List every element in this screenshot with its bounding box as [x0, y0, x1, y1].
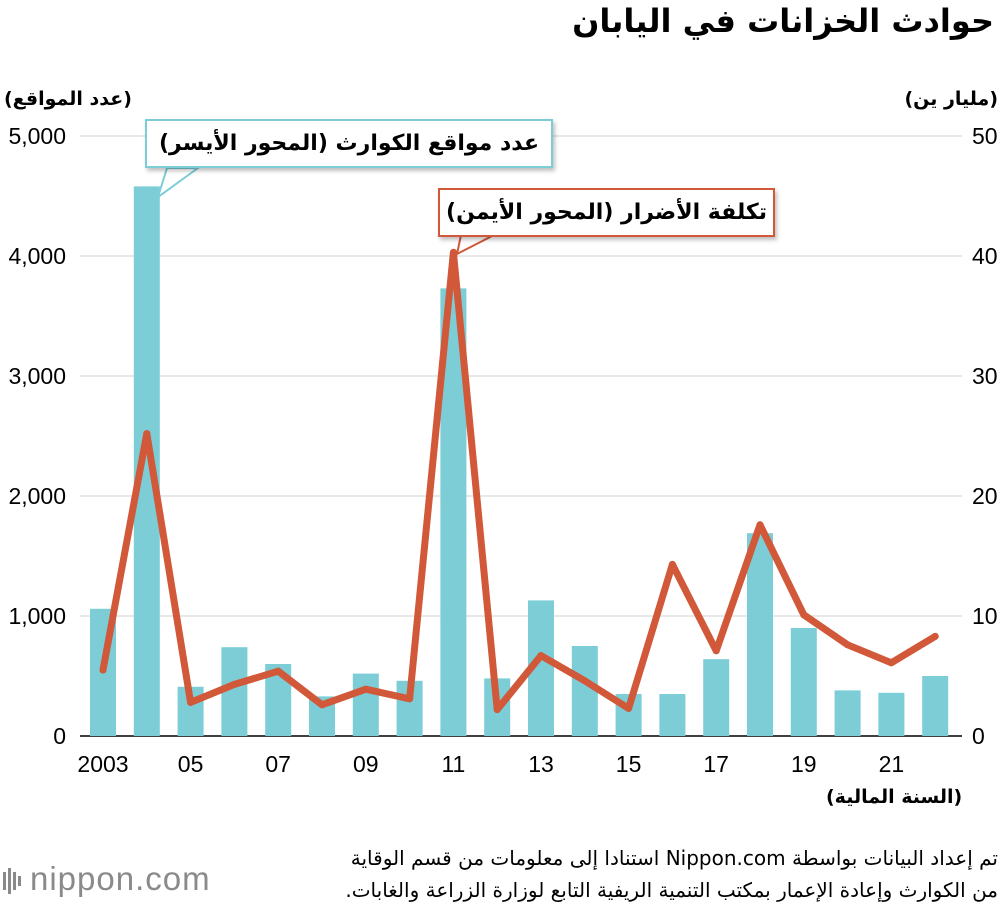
line-point: [362, 685, 370, 693]
right-axis-tick-label: 30: [972, 363, 998, 389]
line-point: [143, 430, 151, 438]
logo-mark-icon: [3, 868, 21, 895]
right-axis-unit: (مليار ين): [904, 88, 998, 110]
line-point: [931, 632, 939, 640]
right-axis-tick-label: 50: [972, 123, 998, 149]
line-series-callout: تكلفة الأضرار (المحور الأيمن): [438, 188, 775, 237]
x-axis-tick-label: 05: [178, 751, 204, 777]
source-note-line-2: من الكوارث وإعادة الإعمار بمكتب التنمية …: [345, 878, 998, 902]
line-point: [756, 521, 764, 529]
x-axis-tick-label: 07: [265, 751, 291, 777]
bar: [659, 694, 686, 736]
bar: [133, 186, 160, 736]
x-axis-tick-label: 21: [879, 751, 905, 777]
line-point: [318, 701, 326, 709]
x-axis-tick-label: 2003: [77, 751, 128, 777]
line-point: [800, 611, 808, 619]
left-axis-tick-label: 2,000: [8, 483, 66, 509]
x-axis-tick-label: 19: [791, 751, 817, 777]
line-point: [406, 695, 414, 703]
bars-callout-pointer: [156, 167, 202, 200]
nippon-logo: nippon.com: [2, 860, 211, 898]
right-axis-tick-label: 10: [972, 603, 998, 629]
source-note: تم إعداد البيانات بواسطة Nippon.com استن…: [232, 842, 998, 906]
line-point: [274, 667, 282, 675]
line-point: [625, 704, 633, 712]
logo-text: nippon.com: [30, 860, 211, 897]
bar: [834, 690, 861, 736]
right-axis-tick-label: 40: [972, 243, 998, 269]
left-axis-tick-label: 1,000: [8, 603, 66, 629]
line-point: [712, 647, 720, 655]
source-note-line-1: تم إعداد البيانات بواسطة Nippon.com استن…: [350, 846, 998, 870]
line-point: [537, 652, 545, 660]
left-axis-unit: (عدد المواقع): [4, 88, 132, 110]
bar: [922, 676, 949, 736]
line-point: [449, 248, 457, 256]
damage-cost-line: [99, 248, 939, 714]
left-axis-tick-label: 0: [53, 723, 66, 749]
x-axis-tick-label: 17: [703, 751, 729, 777]
line-callout-pointer: [455, 234, 495, 256]
bar: [352, 673, 379, 736]
line-point: [844, 641, 852, 649]
bars-series-callout: عدد مواقع الكوارث (المحور الأيسر): [145, 119, 553, 168]
left-axis-tick-label: 5,000: [8, 123, 66, 149]
line-point: [668, 560, 676, 568]
x-axis-tick-label: 15: [616, 751, 642, 777]
x-axis-tick-label: 09: [353, 751, 379, 777]
x-axis-tick-label: 11: [441, 751, 465, 777]
left-axis-tick-label: 3,000: [8, 363, 66, 389]
chart-plot: 0 1,000 2,000 3,000 4,000 5,000 0 10 20 30 40 50 200…: [8, 123, 998, 777]
bar: [747, 533, 773, 736]
line-point: [230, 680, 238, 688]
x-axis-unit: (السنة المالية): [826, 786, 963, 808]
right-axis-tick-label: 20: [972, 483, 998, 509]
line-point: [887, 659, 895, 667]
line-point: [187, 698, 195, 706]
chart-title: حوادث الخزانات في اليابان: [572, 2, 994, 40]
bar: [703, 659, 730, 736]
x-axis-tick-label: 13: [528, 751, 554, 777]
line-point: [581, 677, 589, 685]
bar: [571, 646, 598, 736]
bar: [790, 628, 817, 736]
line-point: [99, 666, 107, 674]
right-axis-tick-label: 0: [972, 723, 985, 749]
left-axis-tick-label: 4,000: [8, 243, 66, 269]
line-point: [493, 706, 501, 714]
bar: [878, 692, 905, 736]
